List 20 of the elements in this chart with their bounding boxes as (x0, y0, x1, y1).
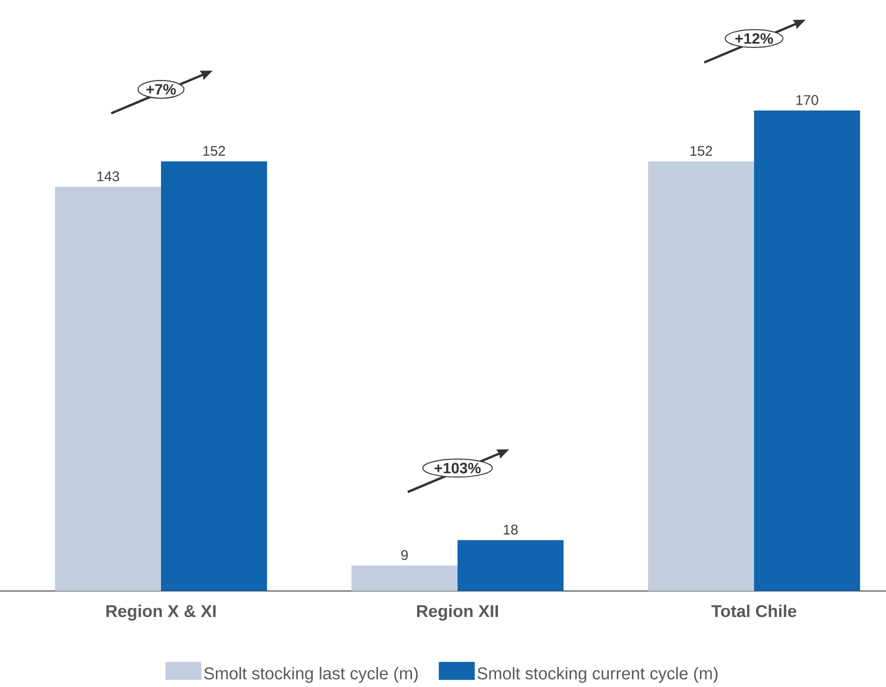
text: +7% (146, 84, 176, 95)
bar (352, 566, 458, 591)
bar (648, 161, 754, 591)
data-label: 152 (690, 146, 712, 156)
data-label: 9 (401, 550, 408, 560)
bar (458, 540, 564, 591)
legend-label: Smolt stocking last cycle (m) (204, 666, 418, 683)
data-label: 170 (796, 95, 818, 105)
annotation: +103% (434, 462, 481, 474)
bar (161, 161, 268, 591)
data-label: 152 (203, 146, 225, 156)
bar (55, 186, 162, 591)
x-tick-label: Region X & XI (106, 604, 216, 621)
x-tick-label: Region XII (417, 604, 498, 621)
data-label: 18 (504, 524, 518, 535)
legend-label: Smolt stocking current cycle (m) (478, 666, 718, 683)
data-label: 143 (97, 171, 120, 182)
x-tick-label: Total Chile (711, 604, 796, 618)
bar (754, 110, 860, 591)
text: +12% (735, 33, 774, 44)
